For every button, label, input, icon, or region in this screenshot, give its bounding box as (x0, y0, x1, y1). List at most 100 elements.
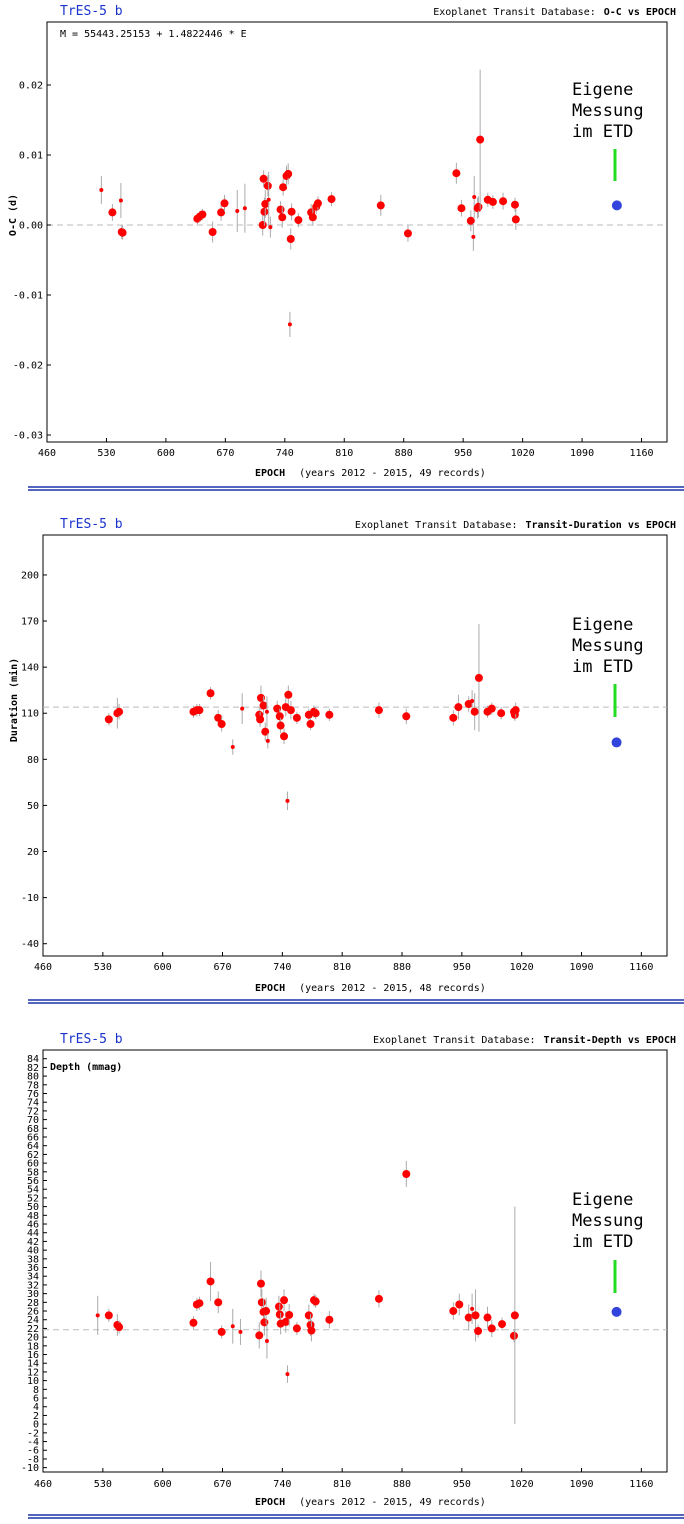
data-point (476, 135, 485, 144)
data-point (256, 693, 265, 702)
chart-title: TrES-5 b (60, 1032, 123, 1047)
x-tick-label: 950 (453, 1479, 471, 1490)
x-tick-label: 1160 (629, 448, 653, 459)
data-point (376, 201, 385, 210)
y-tick-label: 26 (27, 1307, 39, 1318)
data-point (275, 1310, 284, 1319)
data-point (464, 1313, 473, 1322)
y-tick-label: 76 (27, 1089, 39, 1100)
data-point (256, 715, 265, 724)
data-point (104, 715, 113, 724)
y-tick-label: -40 (21, 939, 39, 950)
data-point (214, 713, 223, 722)
own-measurement-point (611, 200, 622, 211)
data-point (240, 706, 245, 711)
data-point (509, 1331, 518, 1340)
data-point (273, 704, 282, 713)
annotation-text: im ETD (572, 122, 633, 142)
data-point (470, 698, 475, 703)
data-point (281, 1317, 290, 1326)
data-point (457, 204, 466, 213)
y-tick-label: 44 (27, 1228, 39, 1239)
chart-source-label: Exoplanet Transit Database: (373, 1035, 536, 1046)
x-tick-label: 950 (453, 962, 471, 973)
data-point (449, 713, 458, 722)
data-point (195, 706, 204, 715)
y-axis-label: O-C (d) (8, 194, 19, 236)
chart-subtitle: O-C vs EPOCH (604, 7, 676, 18)
data-point (214, 1298, 223, 1307)
data-point (230, 745, 235, 750)
own-measurement-point (611, 1306, 622, 1317)
data-point (264, 1339, 269, 1344)
y-tick-label: 74 (27, 1098, 39, 1109)
data-point (280, 732, 289, 741)
y-tick-label: -8 (27, 1454, 39, 1465)
annotation-text: Messung (572, 1211, 644, 1231)
data-point (286, 235, 295, 243)
data-point (374, 706, 383, 715)
annotation-text: im ETD (572, 657, 633, 677)
x-axis-label: EPOCH (years 2012 - 2015, 49 records) (255, 1497, 486, 1508)
data-point (454, 703, 463, 712)
x-tick-label: 530 (94, 1479, 112, 1490)
y-tick-label: 0.00 (19, 221, 43, 232)
y-tick-label: 2 (33, 1411, 39, 1422)
y-tick-label: 18 (27, 1341, 39, 1352)
data-point (264, 709, 269, 714)
y-tick-label: 6 (33, 1394, 39, 1405)
x-axis-title: EPOCH (255, 983, 285, 994)
annotation-text: Eigene (572, 615, 633, 635)
data-point (95, 1313, 100, 1318)
oc-chart-panel: TrES-5 b Exoplanet Transit Database: O-C v… (0, 0, 684, 500)
data-point (256, 1279, 265, 1288)
y-tick-label: 48 (27, 1211, 39, 1222)
x-tick-label: 1020 (511, 448, 535, 459)
y-tick-label: 70 (27, 1115, 39, 1126)
x-tick-label: 460 (38, 448, 56, 459)
y-tick-label: 24 (27, 1315, 39, 1326)
data-point (402, 1169, 411, 1178)
y-tick-label: 4 (33, 1402, 39, 1413)
x-tick-label: 600 (154, 1479, 172, 1490)
x-axis-note: (years 2012 - 2015, 48 records) (299, 983, 486, 994)
chart-group: TrES-5 b Exoplanet Transit Database: O-C v… (8, 4, 684, 491)
data-point (511, 706, 520, 715)
data-point (452, 169, 461, 178)
data-point (470, 1306, 475, 1311)
y-tick-label: 82 (27, 1063, 39, 1074)
data-point (286, 706, 295, 715)
data-point (483, 1313, 492, 1322)
data-point (287, 207, 296, 216)
data-point (292, 1324, 301, 1333)
y-tick-label: 66 (27, 1133, 39, 1144)
chart-subtitle: Transit-Duration vs EPOCH (525, 519, 676, 531)
data-point (499, 197, 508, 206)
data-point (115, 707, 124, 716)
data-point (258, 221, 267, 229)
data-point (284, 690, 293, 699)
data-point (217, 1327, 226, 1336)
data-point (217, 208, 226, 217)
y-tick-label: 72 (27, 1106, 39, 1117)
data-point (466, 216, 475, 225)
data-point (260, 207, 269, 216)
y-tick-label: 16 (27, 1350, 39, 1361)
chart-group: TrES-5 b Exoplanet Transit Database: Trans… (8, 517, 684, 1004)
y-tick-label: 28 (27, 1298, 39, 1309)
y-tick-label: 46 (27, 1220, 39, 1231)
x-tick-label: 810 (333, 962, 351, 973)
x-tick-label: 460 (34, 1479, 52, 1490)
data-point (206, 1277, 215, 1286)
y-tick-label: 52 (27, 1193, 39, 1204)
data-point (474, 202, 483, 211)
y-tick-label: -0.03 (13, 431, 43, 442)
data-point (104, 1311, 113, 1320)
data-point (195, 1299, 204, 1308)
x-tick-label: 740 (273, 1479, 291, 1490)
data-point (472, 195, 477, 199)
y-tick-label: 32 (27, 1280, 39, 1291)
data-point (208, 228, 217, 236)
y-tick-label: 110 (21, 709, 39, 720)
data-point (115, 1323, 124, 1332)
